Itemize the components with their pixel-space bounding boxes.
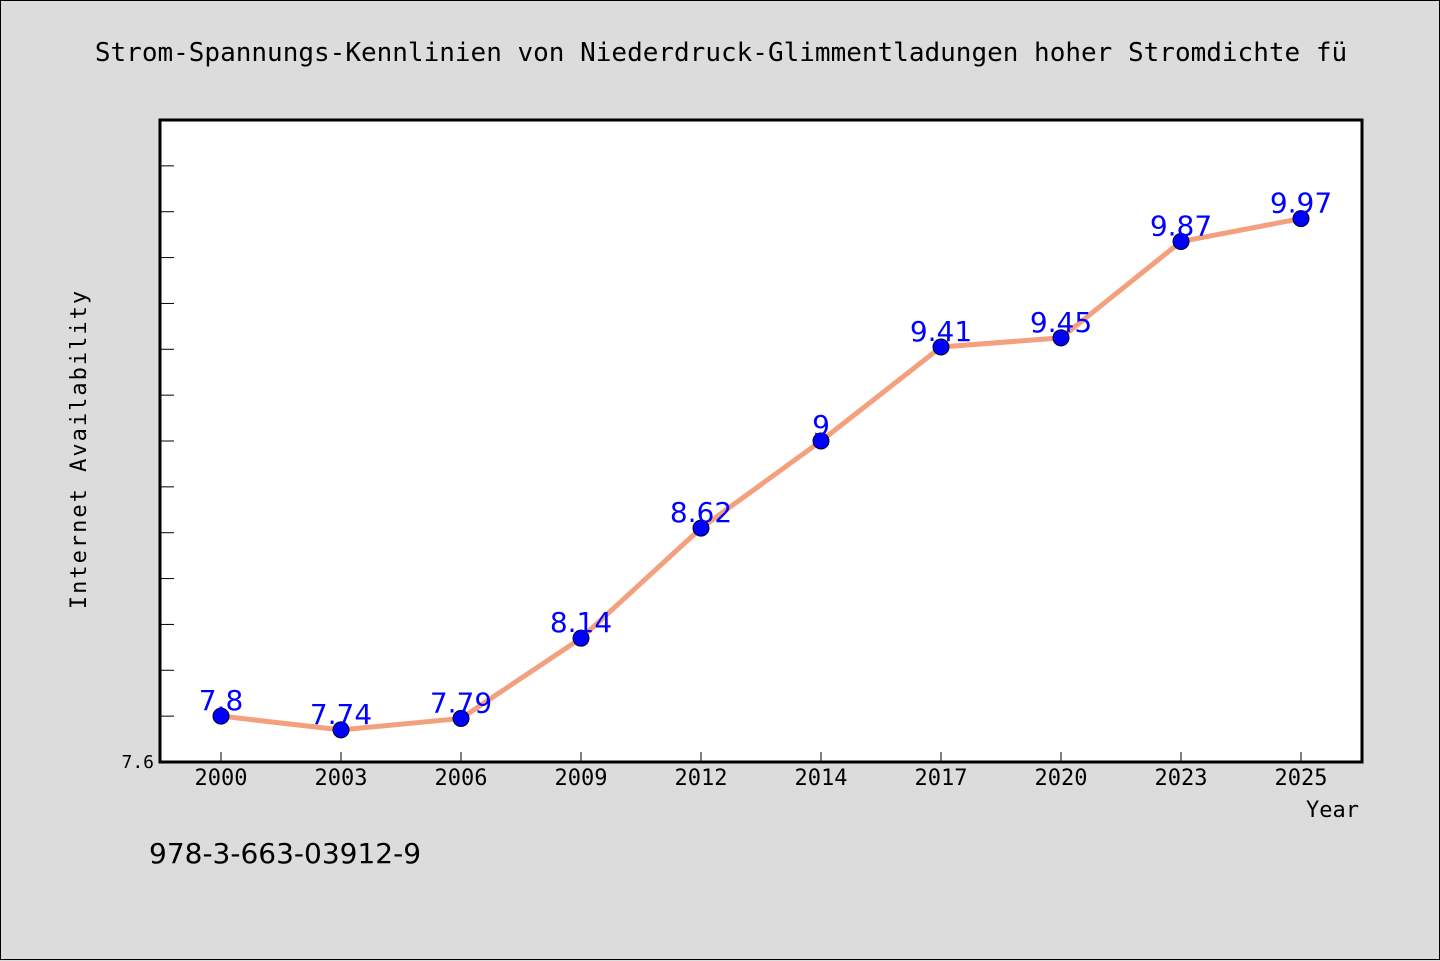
- data-point: [1172, 233, 1190, 251]
- data-point: [332, 721, 350, 739]
- chart-title: Strom-Spannungs-Kennlinien von Niederdru…: [95, 38, 1347, 68]
- x-axis-label: Year: [1306, 798, 1359, 823]
- x-tick-label: 2003: [315, 766, 368, 791]
- data-label: 9.97: [1270, 187, 1332, 220]
- data-label: 8.14: [550, 606, 612, 639]
- y-tick-label: 7.6: [121, 752, 154, 773]
- series-group: 7.8 7.74 7.79 8.14 8.62 9 9.41 9.45 9.87 9.97: [199, 187, 1332, 739]
- x-tick-label: 2009: [555, 766, 608, 791]
- data-point: [1052, 329, 1070, 347]
- plot-area: [158, 118, 1364, 764]
- data-label: 8.62: [670, 496, 732, 529]
- data-label: 7.74: [310, 698, 372, 731]
- x-tick-label: 2020: [1035, 766, 1088, 791]
- series-line: [220, 216, 1302, 733]
- x-tick-label: 2017: [915, 766, 968, 791]
- data-point: [1292, 210, 1310, 228]
- data-label: 7.8: [199, 684, 244, 717]
- x-axis-ticks: 2000 2003 2006 2009 2012 2014 2017 2020 2023 2025: [195, 752, 1328, 791]
- data-point: [812, 432, 830, 450]
- x-tick-label: 2006: [435, 766, 488, 791]
- x-tick-label: 2000: [195, 766, 248, 791]
- x-tick-label: 2023: [1155, 766, 1208, 791]
- data-point: [452, 709, 470, 727]
- data-point: [692, 519, 710, 537]
- data-label: 9: [812, 409, 830, 442]
- data-point: [932, 338, 950, 356]
- data-label: 9.45: [1030, 306, 1092, 339]
- y-axis-ticks: 7.6: [121, 119, 174, 773]
- x-tick-label: 2012: [675, 766, 728, 791]
- data-label: 9.87: [1150, 210, 1212, 243]
- data-label: 7.79: [430, 686, 492, 719]
- x-tick-label: 2014: [795, 766, 848, 791]
- data-point: [572, 629, 590, 647]
- isbn-text: 978-3-663-03912-9: [149, 837, 421, 870]
- data-point: [212, 707, 230, 725]
- y-axis-label: Internet Availability: [67, 289, 92, 609]
- data-label: 9.41: [910, 315, 972, 348]
- x-tick-label: 2025: [1275, 766, 1328, 791]
